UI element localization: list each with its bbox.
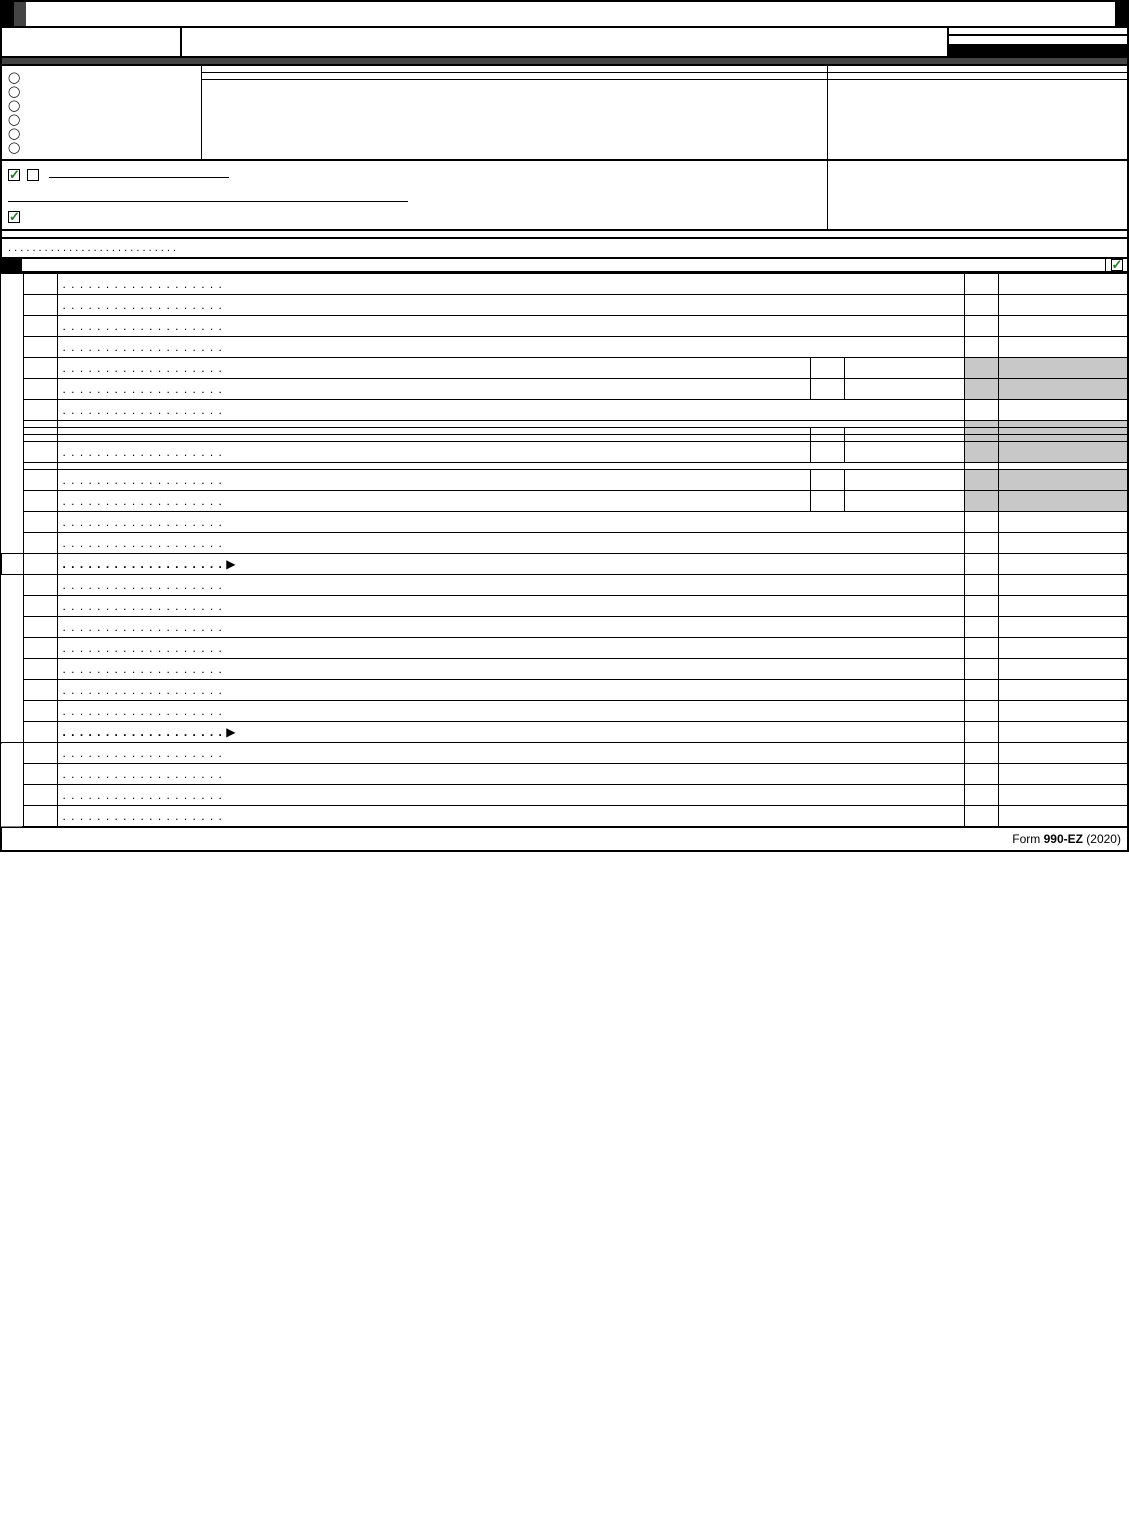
check-initial-return[interactable]: ◯ — [8, 99, 195, 112]
box-c-name — [202, 66, 827, 73]
box-b: ◯ ◯ ◯ ◯ ◯ ◯ — [2, 66, 202, 159]
row-k — [0, 231, 1129, 239]
row-g — [2, 161, 827, 229]
check-final-return[interactable]: ◯ — [8, 113, 195, 126]
efile-label — [2, 2, 14, 26]
header-center — [182, 28, 947, 56]
top-bar — [0, 0, 1129, 28]
row-gh — [0, 161, 1129, 231]
part-1-check[interactable] — [1105, 259, 1127, 271]
box-e — [828, 73, 1127, 80]
sidelabel-netassets — [1, 743, 23, 828]
check-cash[interactable] — [8, 169, 20, 181]
box-f — [828, 80, 1127, 159]
sidelabel-revenue — [1, 274, 23, 554]
check-amended-return[interactable]: ◯ — [8, 127, 195, 140]
form-header — [0, 28, 1129, 58]
box-c-city — [202, 80, 827, 86]
box-d — [828, 66, 1127, 73]
tax-year — [949, 36, 1127, 44]
open-inspection — [949, 44, 1127, 56]
header-left — [2, 28, 182, 56]
check-accrual[interactable] — [27, 169, 39, 181]
box-def — [827, 66, 1127, 159]
footer-right: Form 990-EZ (2020) — [1012, 832, 1121, 846]
check-application-pending[interactable]: ◯ — [8, 141, 195, 154]
row-h — [827, 161, 1127, 229]
sidelabel-expenses — [1, 575, 23, 743]
header-right — [947, 28, 1127, 56]
row-bcdef: ◯ ◯ ◯ ◯ ◯ ◯ — [0, 66, 1129, 161]
dln-label — [1115, 2, 1127, 26]
part-1-title — [22, 259, 1105, 271]
page-footer: Form 990-EZ (2020) — [0, 828, 1129, 852]
box-c — [202, 66, 827, 159]
part-1-header — [0, 259, 1129, 273]
lines-table: ▶ ▶ — [0, 273, 1129, 828]
part-1-tab — [2, 259, 22, 271]
omb-number — [949, 28, 1127, 36]
check-name-change[interactable]: ◯ — [8, 85, 195, 98]
submission-date — [14, 2, 26, 26]
check-501c3[interactable] — [8, 211, 20, 223]
check-address-change[interactable]: ◯ — [8, 71, 195, 84]
top-spacer — [26, 2, 1115, 26]
line-a — [0, 58, 1129, 66]
row-l: . . . . . . . . . . . . . . . . . . . . … — [0, 239, 1129, 259]
box-c-street — [202, 73, 827, 80]
